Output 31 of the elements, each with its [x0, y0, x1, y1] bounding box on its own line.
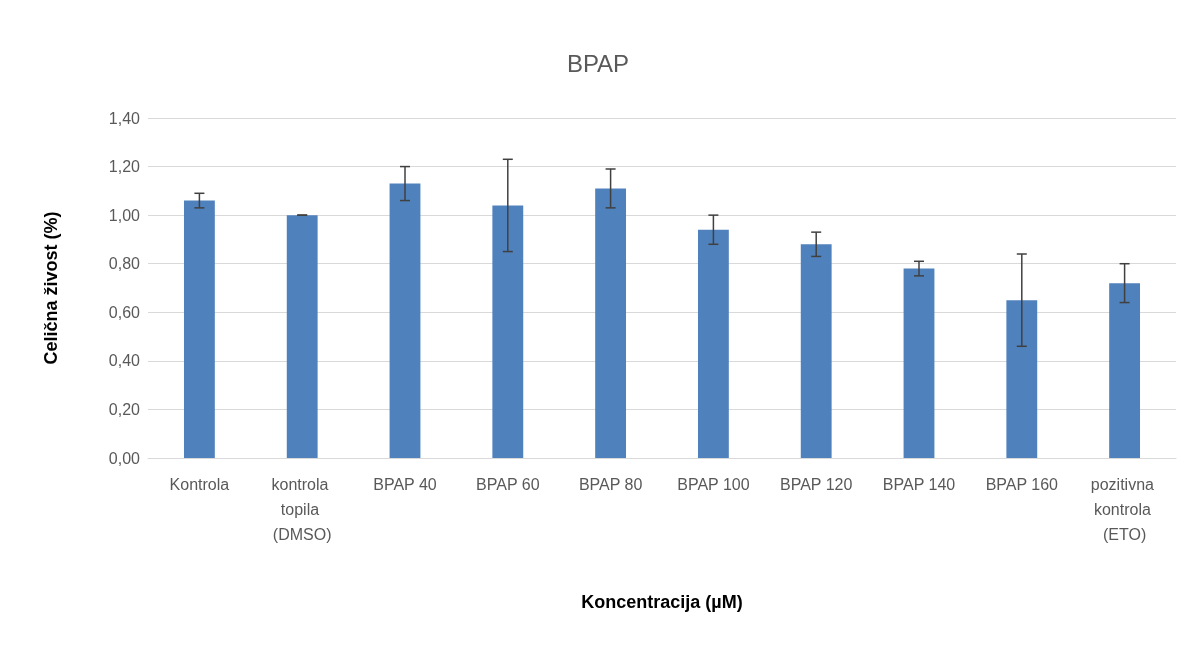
- x-tick-label: BPAP 140: [882, 476, 956, 493]
- y-tick-label: 0,00: [108, 449, 141, 467]
- bar: [903, 268, 935, 458]
- y-tick-label: 0,20: [108, 400, 141, 418]
- y-axis-title: Celična živost (%): [41, 211, 61, 365]
- bar: [492, 205, 524, 458]
- x-tick-label: BPAP 120: [780, 476, 853, 493]
- y-tick-label: 1,40: [108, 109, 141, 127]
- y-tick-label: 1,20: [108, 158, 141, 176]
- x-tick-label: BPAP 100: [677, 476, 750, 493]
- bar: [183, 200, 215, 458]
- x-tick-label: BPAP 60: [476, 476, 540, 493]
- bar: [800, 244, 832, 458]
- bar: [389, 183, 421, 458]
- x-tick-label: BPAP 80: [578, 476, 643, 493]
- bar: [1109, 283, 1141, 458]
- x-tick-label: Kontrola: [169, 476, 230, 493]
- y-tick-label: 0,80: [108, 255, 141, 273]
- x-tick-label: pozitivna kontrola (ETO): [1090, 476, 1159, 543]
- x-axis-title: Koncentracija (µM): [581, 592, 743, 612]
- y-tick-label: 0,40: [108, 352, 141, 370]
- x-tick-label: BPAP 40: [373, 476, 437, 493]
- bar: [1006, 300, 1038, 458]
- x-tick-label: BPAP 160: [985, 476, 1059, 493]
- bar: [286, 215, 318, 458]
- chart-title: BPAP: [566, 49, 630, 77]
- bar: [595, 188, 627, 458]
- y-tick-label: 1,00: [108, 206, 141, 224]
- x-tick-label: kontrola topila (DMSO): [271, 476, 333, 543]
- y-tick-label: 0,60: [108, 303, 141, 321]
- bar: [697, 229, 729, 458]
